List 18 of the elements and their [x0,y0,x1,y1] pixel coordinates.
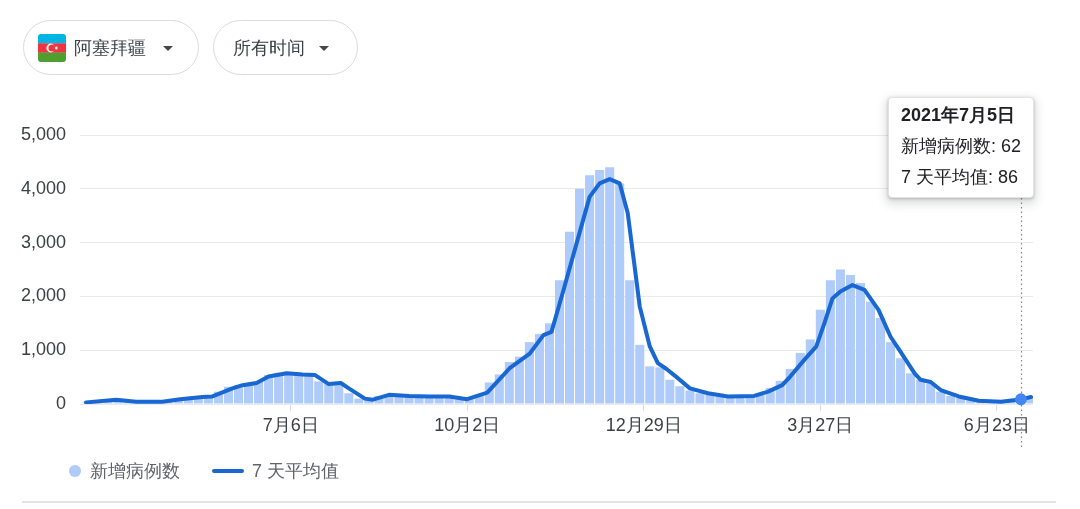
y-tick-label: 1,000 [20,339,66,360]
y-tick-label: 0 [55,392,66,413]
annotation: 新增病例数: 62 [901,135,1022,158]
y-tick-label: 3,000 [20,231,66,252]
annotation: 7 天平均值: 86 [901,166,1020,189]
x-tick-label: 7月6日 [262,414,319,435]
text: 2021年7月5日 [901,104,1017,127]
x-tick-label: 12月29日 [605,414,682,435]
chart-subtitle: 所有时间 [233,36,305,60]
legend-label: 新增病例数 [90,460,180,483]
chart-title: 阿塞拜疆 [74,36,146,60]
legend-label: 7 天平均值 [252,460,340,483]
y-tick-label: 5,000 [20,123,66,144]
y-tick-label: 2,000 [20,285,66,306]
x-tick-label: 6月23日 [963,414,1030,435]
y-tick-label: 4,000 [20,177,66,198]
x-tick-label: 10月2日 [434,414,501,435]
x-tick-label: 3月27日 [787,414,854,435]
